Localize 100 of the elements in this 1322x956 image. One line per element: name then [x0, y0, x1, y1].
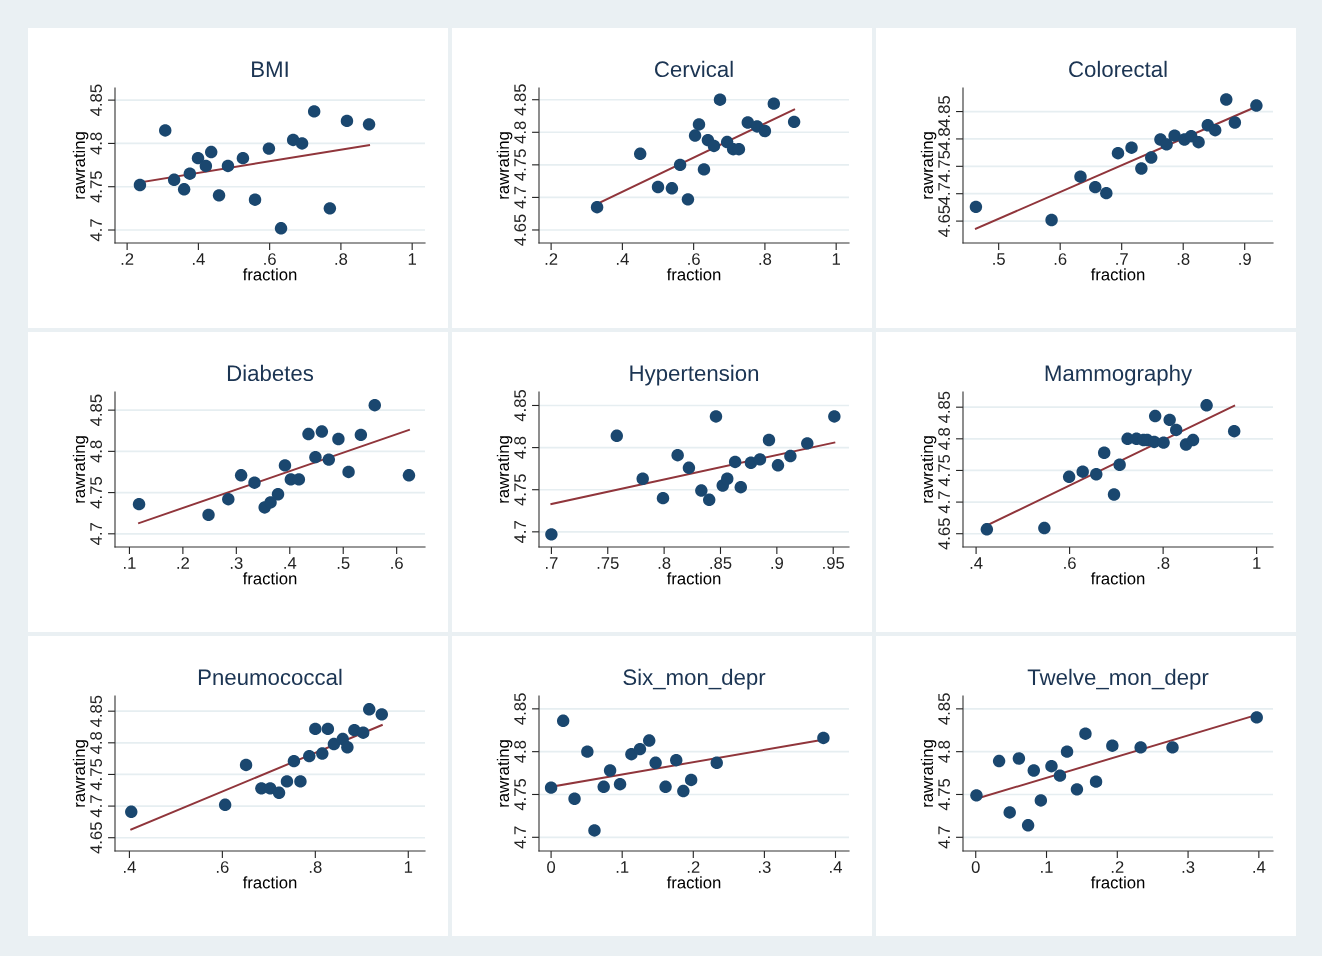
point: [239, 758, 253, 772]
x-tick-label: .4: [616, 253, 629, 265]
y-tick-label: 4.85: [514, 693, 526, 725]
y-tick-label: 4.7: [514, 521, 526, 544]
point: [302, 427, 315, 441]
point: [758, 124, 772, 138]
x-tick-label: .2: [121, 253, 134, 265]
point: [309, 722, 322, 736]
point: [1125, 141, 1138, 154]
point: [970, 789, 983, 802]
point: [590, 200, 604, 214]
x-tick-label: .4: [970, 557, 983, 569]
point: [262, 142, 276, 155]
point: [1145, 151, 1158, 164]
point: [1134, 741, 1147, 754]
chart-title: Pneumococcal: [198, 668, 342, 686]
point: [673, 158, 687, 172]
point: [581, 745, 594, 758]
point: [1012, 752, 1026, 765]
point: [321, 722, 335, 736]
x-tick-label: .2: [1111, 861, 1124, 873]
y-axis-title: rawrating: [72, 132, 89, 199]
point: [801, 437, 814, 450]
point: [315, 425, 329, 438]
point: [272, 786, 286, 800]
chart-title: Mammography: [1045, 364, 1193, 386]
point: [303, 749, 316, 763]
point: [784, 449, 797, 463]
x-tick-label: 0: [971, 861, 980, 873]
point: [1053, 769, 1067, 782]
x-axis-title: fraction: [1090, 876, 1145, 889]
point: [1100, 186, 1113, 200]
point: [980, 523, 994, 536]
x-tick-label: .6: [391, 557, 403, 569]
x-tick-label: .8: [1177, 253, 1190, 265]
point: [248, 193, 262, 206]
point: [1170, 423, 1183, 437]
y-tick-label: 4.8: [514, 436, 526, 459]
point: [682, 461, 696, 475]
point: [992, 754, 1006, 768]
point: [368, 398, 381, 412]
y-tick-label: 4.85: [938, 391, 950, 424]
point: [248, 476, 261, 489]
point: [354, 428, 368, 442]
y-tick-label: 4.8: [514, 740, 526, 763]
y-axis-title: rawrating: [496, 436, 513, 503]
point: [603, 764, 617, 777]
point: [332, 432, 345, 446]
y-tick-label: 4.85: [90, 695, 102, 728]
point: [545, 528, 558, 541]
point: [1089, 775, 1103, 788]
x-tick-label: .85: [710, 557, 732, 569]
y-tick-label: 4.75: [90, 171, 102, 203]
chart-title: Colorectal: [1069, 60, 1167, 78]
point: [665, 182, 679, 195]
x-tick-label: .8: [335, 253, 348, 265]
point: [828, 410, 841, 423]
point: [1079, 727, 1092, 740]
point: [656, 491, 670, 505]
point: [1090, 468, 1103, 481]
point: [342, 465, 355, 479]
x-tick-label: .7: [545, 557, 558, 569]
point: [167, 173, 181, 186]
point: [356, 726, 370, 739]
point: [292, 473, 306, 486]
x-tick-label: .3: [758, 861, 771, 873]
point: [651, 180, 665, 194]
point: [1106, 739, 1119, 752]
point: [316, 747, 329, 760]
y-tick-label: 4.7: [938, 491, 950, 514]
x-tick-label: .4: [830, 861, 842, 873]
chart-title: Twelve_mon_depr: [1027, 668, 1209, 690]
y-tick-label: 4.75: [514, 474, 526, 506]
x-tick-label: .9: [771, 557, 784, 569]
x-tick-label: 1: [1253, 557, 1261, 569]
x-axis-title: fraction: [666, 876, 721, 889]
point: [362, 118, 376, 131]
point: [1038, 521, 1051, 535]
point: [643, 734, 656, 747]
point: [771, 459, 785, 472]
point: [1163, 413, 1176, 427]
point: [1060, 745, 1074, 758]
x-tick-label: 1: [408, 253, 416, 265]
x-tick-label: .8: [1157, 557, 1170, 569]
x-tick-label: .95: [823, 557, 845, 569]
y-axis-title: rawrating: [496, 132, 513, 199]
y-tick-label: 4.7: [938, 182, 950, 205]
y-tick-label: 4.7: [90, 219, 102, 242]
x-tick-label: 1: [404, 861, 413, 873]
point: [1034, 794, 1048, 807]
point: [340, 114, 354, 128]
y-tick-label: 4.8: [90, 731, 102, 755]
x-tick-label: .8: [309, 861, 322, 873]
y-tick-label: 4.8: [514, 121, 526, 144]
y-axis-title: rawrating: [72, 740, 89, 807]
point: [703, 493, 716, 507]
y-tick-label: 4.7: [90, 795, 102, 818]
y-tick-label: 4.8: [938, 128, 950, 151]
x-tick-label: .3: [230, 557, 243, 569]
point: [264, 496, 277, 509]
